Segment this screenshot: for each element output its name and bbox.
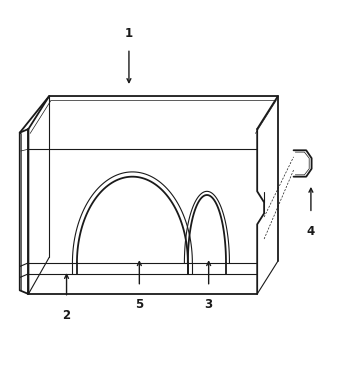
Text: 5: 5 (135, 298, 143, 311)
Text: 3: 3 (205, 298, 213, 311)
Polygon shape (29, 129, 264, 294)
Polygon shape (20, 129, 29, 294)
Text: 2: 2 (63, 309, 71, 322)
Text: 1: 1 (125, 27, 133, 40)
Polygon shape (29, 96, 278, 129)
Text: 4: 4 (307, 225, 315, 238)
